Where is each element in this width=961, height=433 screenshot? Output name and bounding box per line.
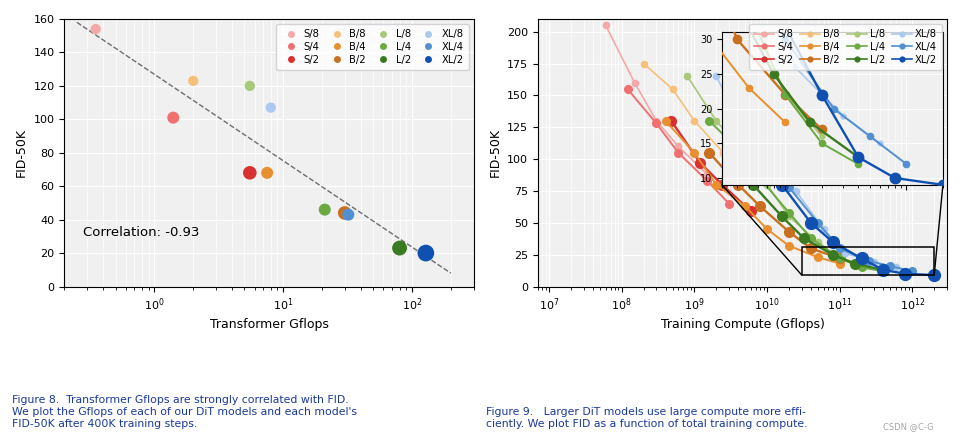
Text: CSDN @C-G: CSDN @C-G: [881, 422, 932, 431]
Point: [242, 82, 258, 89]
Point: [259, 169, 275, 176]
Point: [340, 211, 356, 218]
Bar: [801, 247, 933, 275]
Point: [317, 206, 333, 213]
Point: [336, 210, 352, 216]
Point: [87, 26, 103, 32]
Y-axis label: FID-50K: FID-50K: [15, 128, 28, 177]
Point: [418, 249, 433, 256]
X-axis label: Transformer Gflops: Transformer Gflops: [209, 318, 328, 331]
Point: [391, 245, 407, 252]
Y-axis label: FID-50K: FID-50K: [488, 128, 501, 177]
Legend: S/8, S/4, S/2, B/8, B/4, B/2, L/8, L/4, L/2, XL/8, XL/4, XL/2: S/8, S/4, S/2, B/8, B/4, B/2, L/8, L/4, …: [749, 24, 941, 70]
Point: [242, 169, 258, 176]
Text: Figure 8.  Transformer Gflops are strongly correlated with FID.
We plot the Gflo: Figure 8. Transformer Gflops are strongl…: [12, 395, 357, 429]
Point: [262, 104, 278, 111]
Text: Figure 9.   Larger DiT models use large compute more effi-
ciently. We plot FID : Figure 9. Larger DiT models use large co…: [485, 407, 806, 429]
Legend: S/8, S/4, S/2, B/8, B/4, B/2, L/8, L/4, L/2, XL/8, XL/4, XL/2: S/8, S/4, S/2, B/8, B/4, B/2, L/8, L/4, …: [275, 24, 468, 70]
X-axis label: Training Compute (Gflops): Training Compute (Gflops): [660, 318, 824, 331]
Point: [165, 114, 181, 121]
Point: [185, 78, 201, 84]
Text: Correlation: -0.93: Correlation: -0.93: [84, 226, 199, 239]
